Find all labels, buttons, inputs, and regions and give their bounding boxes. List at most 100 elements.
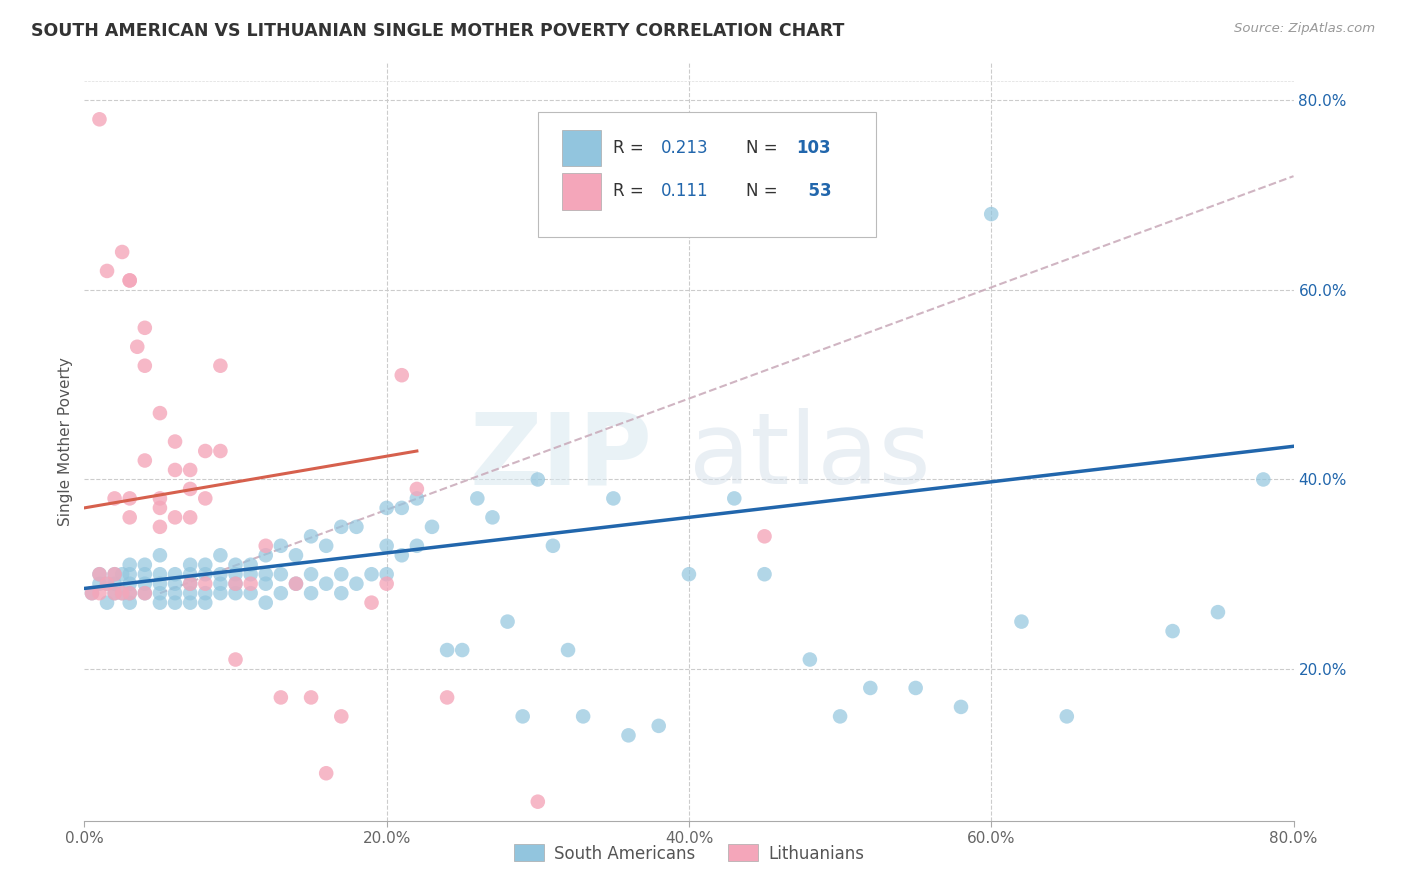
Point <box>104 586 127 600</box>
Point <box>406 539 429 553</box>
Point <box>134 586 156 600</box>
Point <box>572 709 595 723</box>
Point <box>118 567 141 582</box>
Point <box>96 596 118 610</box>
Point <box>179 576 201 591</box>
Point <box>723 491 745 506</box>
Point <box>80 586 103 600</box>
Point <box>225 567 247 582</box>
Text: N =: N = <box>745 139 783 157</box>
Point <box>225 652 247 666</box>
Point <box>254 548 277 563</box>
Point <box>270 567 292 582</box>
Point <box>285 576 308 591</box>
Point <box>165 576 187 591</box>
Point <box>360 596 382 610</box>
Point <box>315 576 337 591</box>
Point <box>165 434 187 449</box>
Point <box>104 576 127 591</box>
Point <box>225 576 247 591</box>
Point <box>118 576 141 591</box>
Point <box>118 273 141 287</box>
Point <box>467 491 489 506</box>
Point <box>1011 615 1033 629</box>
Point <box>134 453 156 467</box>
Point <box>194 596 217 610</box>
Point <box>299 690 322 705</box>
Point <box>239 576 262 591</box>
Point <box>194 444 217 458</box>
Point <box>1056 709 1078 723</box>
FancyBboxPatch shape <box>538 112 876 236</box>
Point <box>194 558 217 572</box>
Point <box>315 539 337 553</box>
Point <box>678 567 700 582</box>
Point <box>89 567 111 582</box>
Point <box>830 709 852 723</box>
Point <box>104 567 127 582</box>
Point <box>330 520 353 534</box>
Point <box>165 567 187 582</box>
Point <box>118 596 141 610</box>
Y-axis label: Single Mother Poverty: Single Mother Poverty <box>58 357 73 526</box>
Point <box>285 548 308 563</box>
Point <box>111 244 134 259</box>
Text: Source: ZipAtlas.com: Source: ZipAtlas.com <box>1234 22 1375 36</box>
Point <box>209 567 232 582</box>
Point <box>194 576 217 591</box>
Point <box>104 586 127 600</box>
Point <box>209 359 232 373</box>
Point <box>299 529 322 543</box>
Point <box>254 539 277 553</box>
Point <box>239 567 262 582</box>
Point <box>111 586 134 600</box>
Point <box>239 586 262 600</box>
Point <box>346 520 368 534</box>
Point <box>391 500 413 515</box>
Point <box>149 520 172 534</box>
Point <box>179 482 201 496</box>
Point <box>111 567 134 582</box>
Point <box>299 586 322 600</box>
Point <box>179 558 201 572</box>
Text: SOUTH AMERICAN VS LITHUANIAN SINGLE MOTHER POVERTY CORRELATION CHART: SOUTH AMERICAN VS LITHUANIAN SINGLE MOTH… <box>31 22 845 40</box>
Point <box>239 558 262 572</box>
Point <box>209 576 232 591</box>
Point <box>104 567 127 582</box>
Point <box>89 567 111 582</box>
Point <box>602 491 624 506</box>
Point <box>194 567 217 582</box>
Point <box>89 586 111 600</box>
Point <box>375 539 398 553</box>
Point <box>299 567 322 582</box>
Point <box>134 576 156 591</box>
Point <box>134 321 156 335</box>
Point <box>375 500 398 515</box>
Point <box>149 586 172 600</box>
Point <box>179 463 201 477</box>
Point <box>557 643 579 657</box>
Point <box>89 576 111 591</box>
Point <box>330 586 353 600</box>
Point <box>270 539 292 553</box>
Point <box>1161 624 1184 639</box>
Point <box>315 766 337 780</box>
Point <box>209 586 232 600</box>
Point <box>209 548 232 563</box>
Point <box>754 529 776 543</box>
Point <box>118 273 141 287</box>
Point <box>481 510 503 524</box>
Point <box>225 586 247 600</box>
Point <box>496 615 519 629</box>
Point <box>96 576 118 591</box>
Text: N =: N = <box>745 182 783 201</box>
Point <box>96 576 118 591</box>
Point <box>904 681 927 695</box>
Point <box>179 576 201 591</box>
Point <box>165 586 187 600</box>
Point <box>194 586 217 600</box>
Point <box>111 586 134 600</box>
Point <box>127 340 149 354</box>
Point <box>149 491 172 506</box>
FancyBboxPatch shape <box>562 173 600 210</box>
